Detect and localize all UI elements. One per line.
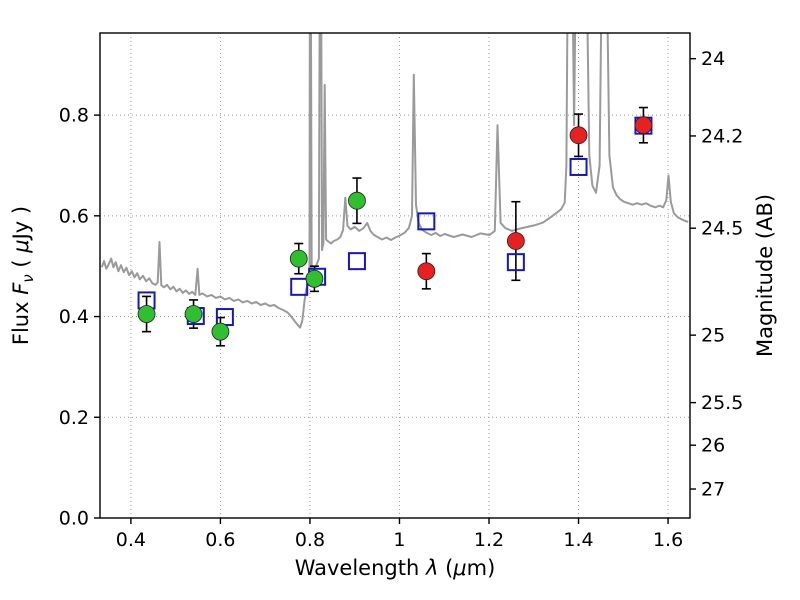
observed-photometry-point — [184, 305, 203, 323]
right-tick-label: 25.5 — [701, 392, 743, 414]
axis-ticks — [94, 57, 696, 524]
observed-photometry-point — [417, 262, 436, 281]
x-tick-label: 0.6 — [205, 529, 235, 551]
y-tick-label: 0.8 — [59, 105, 89, 127]
model-photometry-point — [290, 277, 309, 296]
observed-photometry-point — [634, 116, 653, 135]
model-photometry-point — [347, 252, 366, 271]
x-axis-label: Wavelength λ (μm) — [295, 556, 496, 580]
model-photometry-point — [506, 253, 525, 272]
x-tick-label: 1.4 — [563, 529, 593, 551]
observed-photometry-point — [506, 232, 525, 250]
y-tick-label: 0.2 — [59, 407, 89, 429]
spectrum-line — [100, 33, 689, 329]
x-tick-label: 0.8 — [295, 529, 325, 551]
right-tick-label: 27 — [701, 479, 725, 501]
right-tick-label: 24 — [701, 48, 725, 70]
right-tick-label: 24.5 — [701, 218, 743, 240]
observed-photometry-green — [137, 191, 366, 341]
plot-frame — [99, 32, 691, 519]
model-photometry-point — [417, 212, 436, 231]
observed-photometry-point — [289, 249, 308, 268]
model-photometry-point — [569, 157, 588, 176]
right-tick-label: 24.2 — [701, 125, 743, 147]
tick-labels: 0.4 0.6 0.8 1 1.2 1.4 1.6 0.0 0.2 0.4 0.6 0.8 24 24.2… — [59, 48, 744, 551]
y-tick-label: 0.6 — [59, 205, 89, 227]
x-tick-label: 1.2 — [474, 529, 504, 551]
x-tick-label: 0.4 — [116, 529, 146, 551]
observed-photometry-point — [137, 305, 156, 323]
x-tick-label: 1 — [393, 529, 405, 551]
observed-photometry-point — [569, 126, 588, 145]
y-axis-label: Flux Fν ( μJy ) — [9, 206, 37, 345]
y-tick-label: 0.0 — [59, 508, 89, 530]
observed-photometry-point — [348, 191, 366, 210]
observed-photometry-red — [417, 116, 653, 281]
right-tick-label: 25 — [701, 325, 725, 347]
right-axis-label: Magnitude (AB) — [753, 194, 777, 357]
y-tick-label: 0.4 — [59, 306, 89, 328]
right-tick-label: 26 — [701, 435, 725, 457]
observed-photometry-point — [305, 269, 324, 288]
x-tick-label: 1.6 — [653, 529, 683, 551]
observed-photometry-point — [211, 322, 230, 341]
gridlines — [100, 33, 690, 518]
